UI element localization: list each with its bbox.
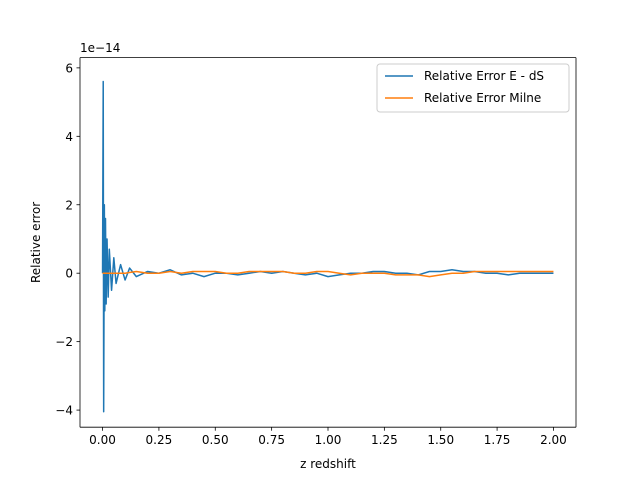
legend-label-milne: Relative Error Milne — [424, 91, 541, 105]
x-tick-label: 1.50 — [427, 433, 454, 447]
y-axis-label: Relative error — [29, 202, 43, 283]
y-offset-text: 1e−14 — [80, 41, 120, 55]
series-layer — [101, 80, 554, 413]
y-axis-ticks: −4 −2 0 2 4 6 — [55, 61, 80, 418]
series-line-e-ds — [101, 80, 554, 413]
legend: Relative Error E - dS Relative Error Mil… — [376, 63, 570, 113]
x-tick-label: 0.50 — [202, 433, 229, 447]
series-line-milne — [102, 270, 554, 278]
x-tick-label: 0.00 — [89, 433, 116, 447]
y-tick-label: −4 — [55, 404, 73, 418]
x-tick-label: 2.00 — [540, 433, 567, 447]
x-tick-label: 1.25 — [371, 433, 398, 447]
y-tick-label: 4 — [65, 130, 73, 144]
x-tick-label: 1.75 — [484, 433, 511, 447]
y-tick-label: 2 — [65, 198, 73, 212]
x-tick-label: 0.25 — [146, 433, 173, 447]
y-tick-label: 6 — [65, 61, 73, 75]
plot-background — [80, 57, 576, 428]
plot-area — [80, 57, 576, 428]
legend-box — [376, 63, 570, 113]
y-tick-label: −2 — [55, 335, 73, 349]
x-axis-ticks: 0.00 0.25 0.50 0.75 1.00 1.25 1.50 1.75 2.00 — [89, 427, 567, 447]
x-tick-label: 1.00 — [315, 433, 342, 447]
x-tick-label: 0.75 — [258, 433, 285, 447]
y-tick-label: 0 — [65, 267, 73, 281]
legend-label-e-ds: Relative Error E - dS — [424, 69, 544, 83]
x-axis-label: z redshift — [300, 457, 356, 471]
